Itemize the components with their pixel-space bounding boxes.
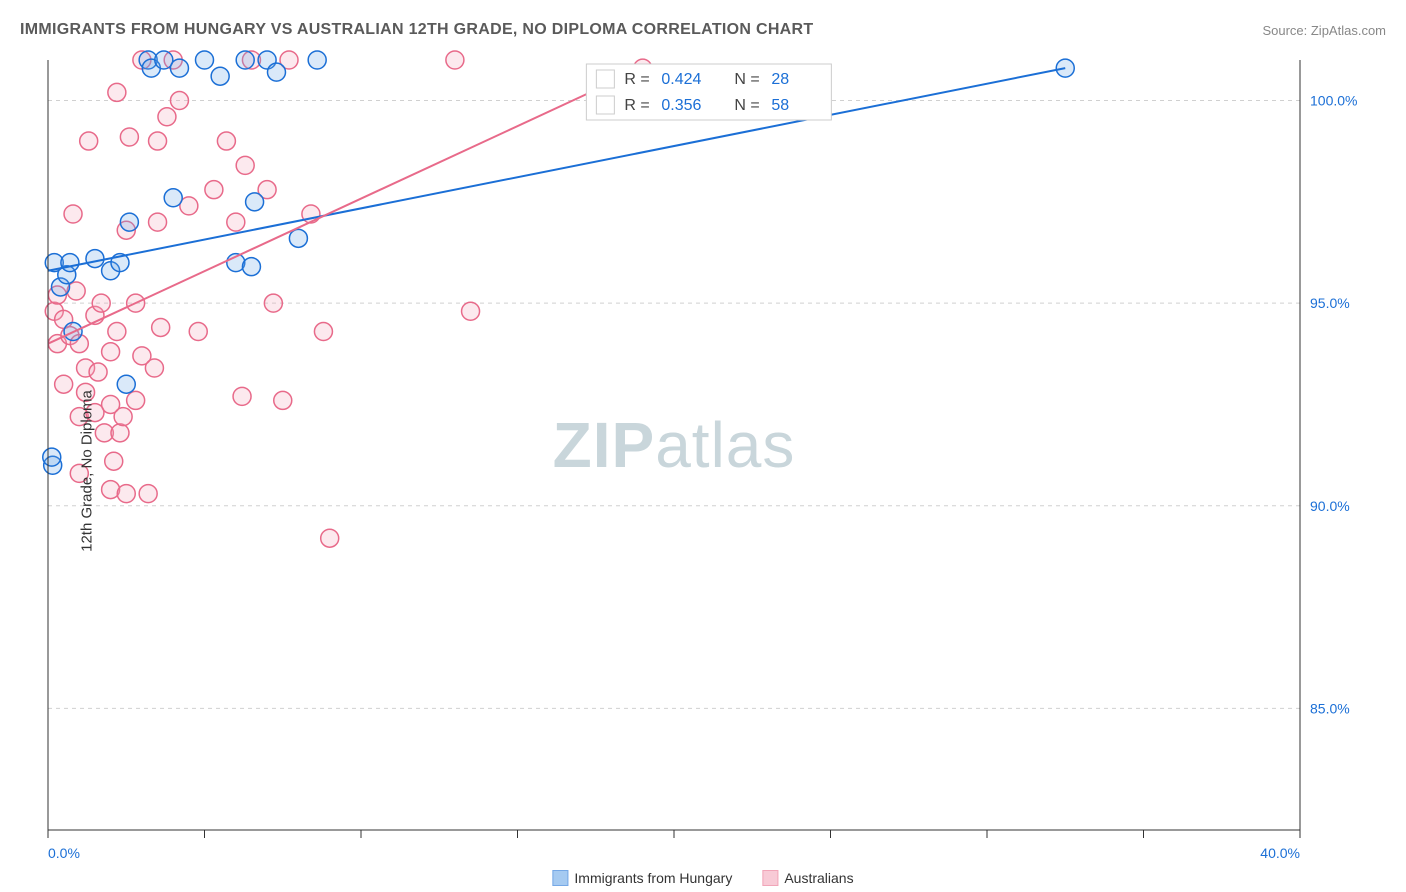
svg-text:58: 58 xyxy=(771,97,789,114)
chart-title: IMMIGRANTS FROM HUNGARY VS AUSTRALIAN 12… xyxy=(20,21,813,39)
legend-item-hungary: Immigrants from Hungary xyxy=(552,870,732,886)
svg-text:90.0%: 90.0% xyxy=(1310,498,1350,514)
source-label: Source: ZipAtlas.com xyxy=(1262,23,1386,38)
chart-header: IMMIGRANTS FROM HUNGARY VS AUSTRALIAN 12… xyxy=(0,0,1406,50)
legend-swatch-icon xyxy=(762,870,778,886)
legend-label: Immigrants from Hungary xyxy=(574,870,732,886)
legend: Immigrants from Hungary Australians xyxy=(552,870,853,886)
svg-text:ZIPatlas: ZIPatlas xyxy=(553,409,796,481)
plot-container: 12th Grade, No Diploma 85.0% 90.0% 95.0% 10… xyxy=(0,50,1406,892)
svg-text:95.0%: 95.0% xyxy=(1310,295,1350,311)
svg-text:28: 28 xyxy=(771,71,789,88)
legend-label: Australians xyxy=(784,870,853,886)
svg-text:85.0%: 85.0% xyxy=(1310,700,1350,716)
svg-text:R =: R = xyxy=(624,71,649,88)
scatter-chart: 85.0% 90.0% 95.0% 100.0% ZIPatlas 0.0% 40.0% R … xyxy=(0,50,1370,892)
svg-text:0.356: 0.356 xyxy=(661,97,701,114)
legend-swatch-icon xyxy=(552,870,568,886)
y-axis-label: 12th Grade, No Diploma xyxy=(78,390,95,552)
svg-text:0.424: 0.424 xyxy=(661,71,701,88)
svg-text:N =: N = xyxy=(734,97,759,114)
legend-item-australians: Australians xyxy=(762,870,853,886)
svg-text:40.0%: 40.0% xyxy=(1260,845,1300,861)
svg-text:100.0%: 100.0% xyxy=(1310,93,1357,109)
svg-text:N =: N = xyxy=(734,71,759,88)
svg-text:R =: R = xyxy=(624,97,649,114)
svg-text:0.0%: 0.0% xyxy=(48,845,80,861)
